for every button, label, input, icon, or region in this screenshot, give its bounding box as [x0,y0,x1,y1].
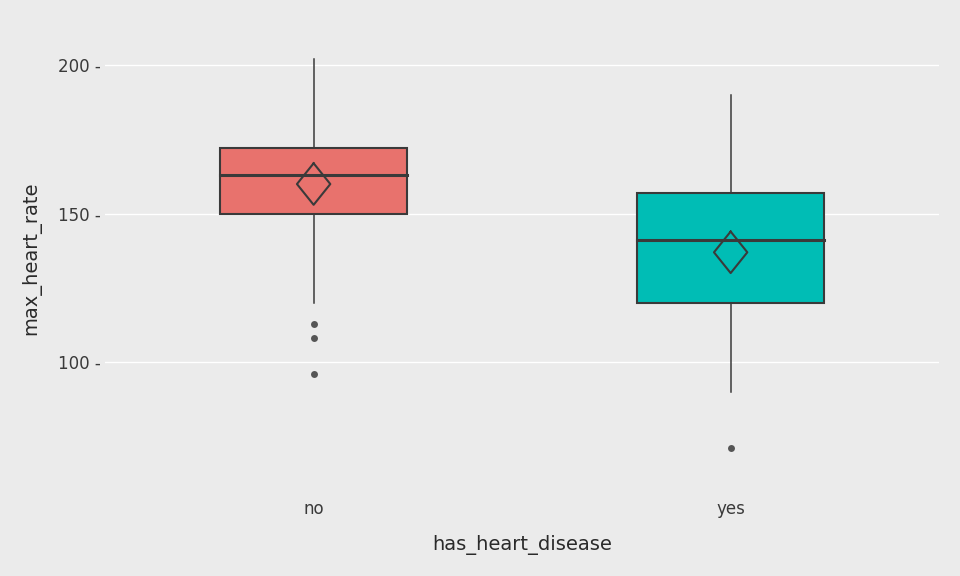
Y-axis label: max_heart_rate: max_heart_rate [21,181,41,335]
X-axis label: has_heart_disease: has_heart_disease [432,535,612,555]
Bar [220,149,407,214]
Bar [636,193,825,303]
